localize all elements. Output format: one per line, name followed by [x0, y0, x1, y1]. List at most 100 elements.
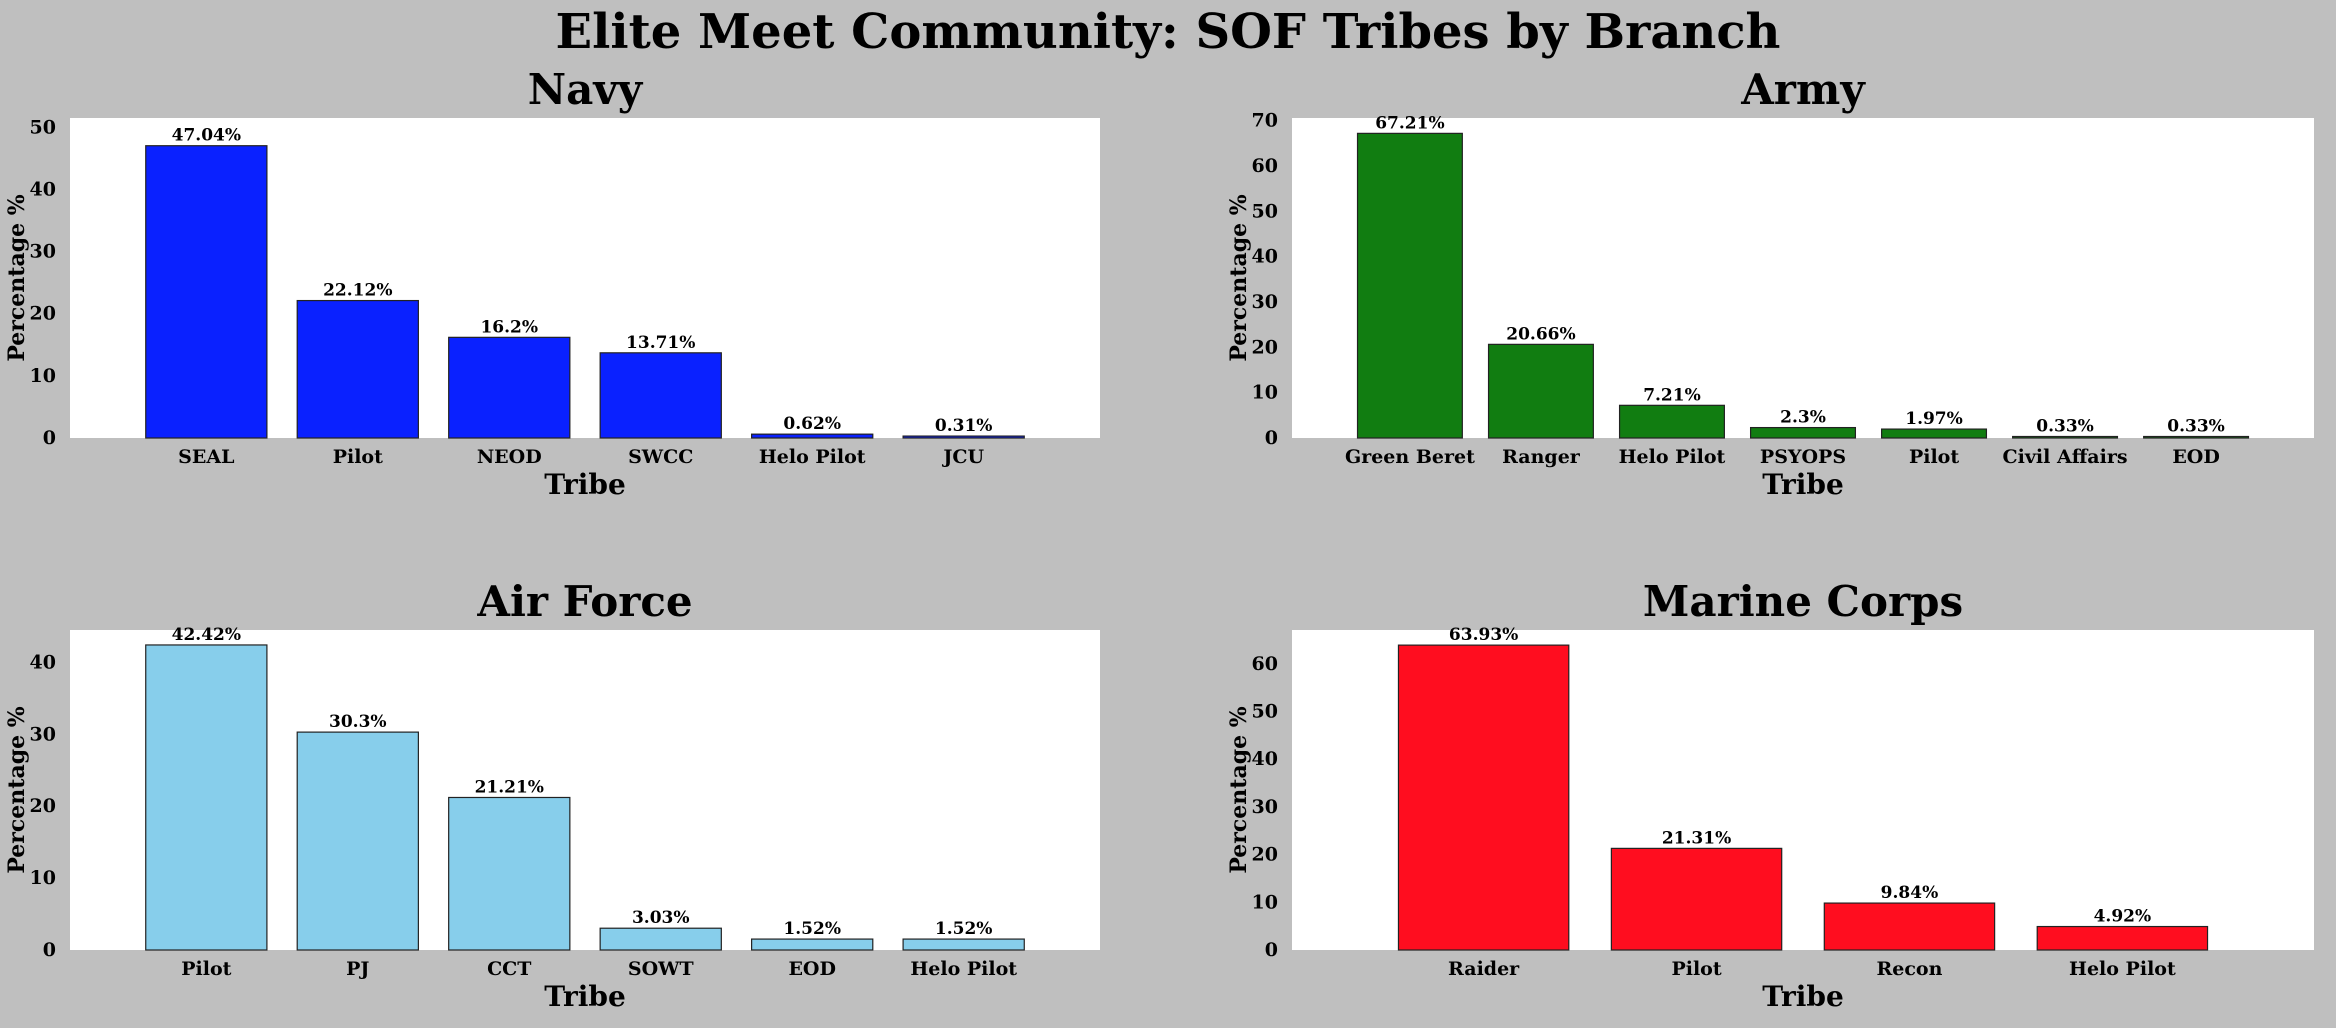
data-label-helo-pilot: 1.52%: [935, 919, 993, 939]
y-tick-label-50: 50: [1252, 701, 1278, 723]
x-tick-label-helo-pilot: Helo Pilot: [759, 446, 866, 468]
y-axis-label: Percentage %: [1226, 706, 1252, 873]
data-label-ranger: 20.66%: [1506, 324, 1575, 344]
x-tick-label-helo-pilot: Helo Pilot: [910, 958, 1017, 980]
army-chart: 67.21% Green Beret 20.66% Ranger 7.21% Helo P…: [1226, 65, 2314, 501]
x-tick-label-pilot: Pilot: [1671, 958, 1721, 980]
bar-pj: [296, 731, 419, 951]
bar-pilot: [145, 644, 268, 951]
data-label-psyops: 2.3%: [1780, 408, 1826, 428]
bar-sowt: [599, 927, 722, 951]
bar-eod: [2143, 435, 2250, 439]
x-axis-label: Tribe: [1762, 980, 1844, 1013]
y-tick-label-10: 10: [1252, 891, 1278, 913]
bar-jcu: [902, 435, 1025, 439]
bar-seal: [145, 145, 268, 439]
x-tick-label-pilot: Pilot: [181, 958, 231, 980]
y-tick-label-60: 60: [1252, 155, 1278, 177]
figure-title: Elite Meet Community: SOF Tribes by Bran…: [555, 4, 1781, 60]
chart-title: Navy: [528, 65, 644, 114]
bar-helo-pilot: [1618, 404, 1725, 439]
y-tick-label-0: 0: [1265, 427, 1278, 449]
y-tick-label-70: 70: [1252, 110, 1278, 132]
data-label-pilot: 42.42%: [172, 625, 241, 645]
x-tick-label-seal: SEAL: [178, 446, 234, 468]
y-tick-label-20: 20: [1252, 844, 1278, 866]
chart-title: Army: [1740, 65, 1866, 114]
bar-eod: [751, 938, 874, 951]
bar-raider: [1397, 644, 1570, 951]
x-tick-label-cct: CCT: [487, 958, 531, 980]
x-tick-label-eod: EOD: [788, 958, 836, 980]
y-tick-label-20: 20: [1252, 336, 1278, 358]
chart-title: Air Force: [476, 577, 692, 626]
data-label-helo-pilot: 0.62%: [783, 414, 841, 434]
bar-psyops: [1749, 426, 1857, 439]
x-tick-label-swcc: SWCC: [628, 446, 693, 468]
y-tick-label-20: 20: [30, 795, 56, 817]
x-tick-label-jcu: JCU: [941, 446, 984, 468]
bar-cct: [448, 796, 571, 951]
bar-swcc: [599, 352, 722, 439]
bar-helo-pilot: [751, 433, 874, 439]
x-tick-label-pj: PJ: [346, 958, 369, 980]
bar-recon: [1823, 902, 1996, 951]
data-label-recon: 9.84%: [1881, 883, 1939, 903]
x-axis-label: Tribe: [1762, 468, 1844, 501]
y-tick-label-50: 50: [1252, 200, 1278, 222]
bar-green-beret: [1356, 132, 1463, 439]
data-label-civil-affairs: 0.33%: [2036, 417, 2094, 437]
bar-pilot: [1881, 428, 1988, 439]
bar-pilot: [296, 299, 419, 439]
y-tick-label-30: 30: [1252, 796, 1278, 818]
y-axis-label: Percentage %: [4, 706, 30, 873]
navy-chart: 47.04% SEAL 22.12% Pilot 16.2% NEOD 13.71% SWCC…: [4, 65, 1100, 501]
data-label-raider: 63.93%: [1449, 625, 1518, 645]
x-tick-label-pilot: Pilot: [1909, 446, 1959, 468]
data-label-green-beret: 67.21%: [1375, 113, 1444, 133]
data-label-cct: 21.21%: [475, 777, 544, 797]
x-tick-label-ranger: Ranger: [1502, 446, 1581, 468]
x-tick-label-green-beret: Green Beret: [1345, 446, 1475, 468]
y-tick-label-40: 40: [30, 651, 56, 673]
data-label-sowt: 3.03%: [632, 908, 690, 928]
data-label-pilot: 1.97%: [1905, 409, 1963, 429]
data-label-jcu: 0.31%: [935, 416, 993, 436]
data-label-swcc: 13.71%: [626, 333, 695, 353]
x-tick-label-pilot: Pilot: [333, 446, 383, 468]
y-tick-label-10: 10: [30, 867, 56, 889]
x-tick-label-sowt: SOWT: [628, 958, 694, 980]
y-tick-label-0: 0: [43, 427, 56, 449]
y-axis-label: Percentage %: [1226, 194, 1252, 361]
data-label-eod: 0.33%: [2167, 417, 2225, 437]
y-tick-label-40: 40: [1252, 246, 1278, 268]
y-tick-label-30: 30: [30, 723, 56, 745]
data-label-helo-pilot: 7.21%: [1643, 385, 1701, 405]
marine-corps-chart: 63.93% Raider 21.31% Pilot 9.84% Recon 4.92% He…: [1226, 577, 2314, 1013]
y-tick-label-10: 10: [30, 365, 56, 387]
air-force-chart: 42.42% Pilot 30.3% PJ 21.21% CCT 3.03% SOWT 1.52…: [4, 577, 1100, 1013]
x-tick-label-helo-pilot: Helo Pilot: [1619, 446, 1726, 468]
x-axis-label: Tribe: [544, 468, 626, 501]
x-tick-label-neod: NEOD: [477, 446, 542, 468]
bar-neod: [448, 336, 571, 439]
x-tick-label-helo-pilot: Helo Pilot: [2069, 958, 2176, 980]
data-label-eod: 1.52%: [783, 919, 841, 939]
data-label-pilot: 21.31%: [1662, 828, 1731, 848]
bar-ranger: [1487, 343, 1594, 439]
y-tick-label-30: 30: [30, 241, 56, 263]
y-tick-label-40: 40: [1252, 748, 1278, 770]
y-tick-label-30: 30: [1252, 291, 1278, 313]
bar-pilot: [1610, 847, 1783, 951]
y-tick-label-0: 0: [43, 939, 56, 961]
data-label-helo-pilot: 4.92%: [2094, 907, 2152, 927]
y-tick-label-60: 60: [1252, 653, 1278, 675]
y-tick-label-0: 0: [1265, 939, 1278, 961]
y-tick-label-20: 20: [30, 303, 56, 325]
x-tick-label-psyops: PSYOPS: [1760, 446, 1846, 468]
x-tick-label-raider: Raider: [1448, 958, 1520, 980]
bar-helo-pilot: [902, 938, 1025, 951]
y-axis-label: Percentage %: [4, 194, 30, 361]
bar-civil-affairs: [2012, 435, 2119, 439]
